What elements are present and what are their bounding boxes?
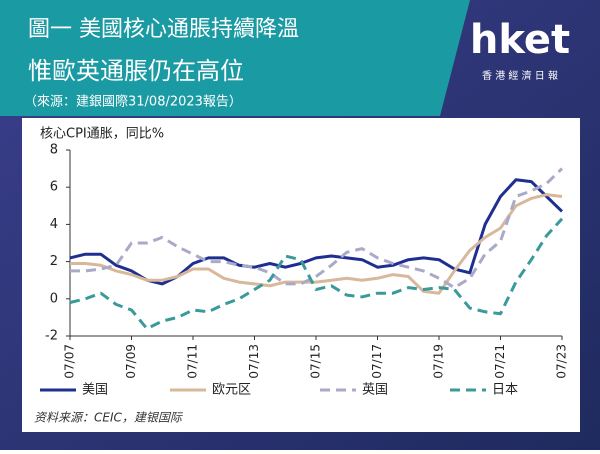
y-tick-label: 2 [50, 254, 58, 269]
series-line [69, 217, 564, 331]
series-line [70, 167, 564, 290]
title: 惟歐英通脹仍在高位 [28, 57, 244, 85]
x-tick-label: 07/21 [493, 344, 507, 379]
title: 圖一 美國核心通脹持續降溫 [28, 17, 299, 42]
series-line [70, 193, 563, 295]
y-tick-label: 8 [50, 143, 58, 158]
source: （來源：建銀國際31/08/2023報告） [24, 95, 242, 110]
y-tick-label: 0 [50, 291, 58, 306]
x-tick-label: 07/09 [124, 344, 138, 379]
legend-label: 欧元区 [212, 383, 251, 398]
legend-label: 英国 [362, 383, 388, 398]
title-banner [0, 0, 470, 116]
legend-label: 美国 [82, 383, 108, 398]
logo: hket [470, 17, 570, 63]
x-tick-label: 07/15 [309, 344, 323, 379]
y-tick-label: 4 [50, 217, 58, 232]
legend-label: 日本 [492, 383, 518, 398]
x-tick-label: 07/07 [63, 344, 77, 379]
x-tick-label: 07/11 [186, 344, 200, 379]
x-tick-label: 07/23 [555, 344, 569, 379]
logo-sub: 香 港 經 濟 日 報 [482, 69, 558, 82]
x-tick-label: 07/19 [432, 344, 446, 379]
chart-panel [22, 118, 580, 432]
x-tick-label: 07/13 [247, 344, 261, 379]
y-tick-label: 6 [50, 180, 58, 195]
x-tick-label: 07/17 [370, 344, 384, 379]
plot: -2 0 2 4 6 8 07/07 07/09 07/11 07/13 07/15 07/17 07/… [40, 143, 569, 398]
chart-title: 核心CPI通胀，同比% [40, 127, 164, 142]
annotation: 资料来源：CEIC，建银国际 [34, 411, 184, 425]
y-tick-label: -2 [45, 329, 58, 344]
